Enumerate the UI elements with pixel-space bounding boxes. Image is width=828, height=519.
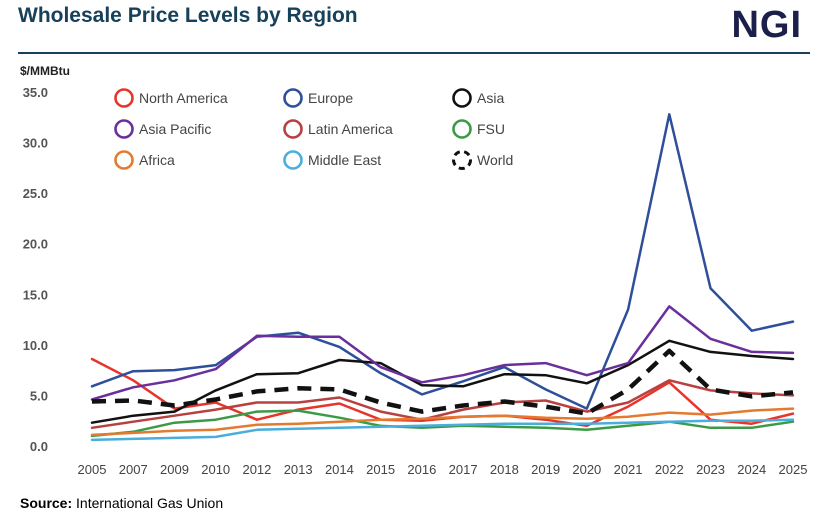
series-line-middle-east bbox=[90, 418, 795, 442]
legend-label: Asia Pacific bbox=[139, 121, 211, 137]
x-tick-label: 2015 bbox=[366, 462, 395, 477]
series-line-asia-pacific bbox=[90, 305, 795, 401]
legend-label: World bbox=[477, 152, 513, 168]
title-divider bbox=[18, 52, 810, 54]
series-line-africa bbox=[90, 407, 795, 437]
y-tick-label: 35.0 bbox=[23, 85, 48, 100]
legend-label: Middle East bbox=[308, 152, 381, 168]
series-line-asia bbox=[90, 339, 795, 424]
legend-marker-icon bbox=[452, 88, 472, 108]
x-tick-label: 2010 bbox=[201, 462, 230, 477]
x-tick-label: 2014 bbox=[325, 462, 354, 477]
legend-label: North America bbox=[139, 90, 228, 106]
chart-title: Wholesale Price Levels by Region bbox=[18, 4, 358, 27]
y-tick-label: 30.0 bbox=[23, 136, 48, 151]
legend-marker-icon bbox=[452, 150, 472, 170]
legend-label: Europe bbox=[308, 90, 353, 106]
x-tick-label: 2013 bbox=[284, 462, 313, 477]
y-axis-unit-label: $/MMBtu bbox=[20, 64, 70, 78]
x-tick-label: 2025 bbox=[779, 462, 808, 477]
x-tick-label: 2016 bbox=[407, 462, 436, 477]
x-tick-label: 2023 bbox=[696, 462, 725, 477]
y-tick-label: 25.0 bbox=[23, 186, 48, 201]
source-text: International Gas Union bbox=[76, 495, 224, 511]
x-tick-label: 2012 bbox=[242, 462, 271, 477]
x-tick-label: 2009 bbox=[160, 462, 189, 477]
y-tick-label: 5.0 bbox=[30, 388, 48, 403]
legend-label: Asia bbox=[477, 90, 504, 106]
y-tick-label: 20.0 bbox=[23, 237, 48, 252]
legend-label: Latin America bbox=[308, 121, 393, 137]
legend-marker-icon bbox=[452, 119, 472, 139]
y-tick-label: 0.0 bbox=[30, 439, 48, 454]
legend-marker-icon bbox=[283, 150, 303, 170]
legend-marker-icon bbox=[283, 119, 303, 139]
x-tick-label: 2024 bbox=[737, 462, 766, 477]
x-tick-label: 2018 bbox=[490, 462, 519, 477]
legend-label: FSU bbox=[477, 121, 505, 137]
series-line-europe bbox=[90, 113, 795, 410]
y-tick-label: 15.0 bbox=[23, 287, 48, 302]
legend-label: Africa bbox=[139, 152, 175, 168]
legend-marker-icon bbox=[283, 88, 303, 108]
x-tick-label: 2020 bbox=[572, 462, 601, 477]
source-note: Source: International Gas Union bbox=[20, 495, 223, 511]
legend-marker-icon bbox=[114, 150, 134, 170]
x-tick-label: 2005 bbox=[78, 462, 107, 477]
ngi-logo: NGI bbox=[731, 4, 802, 46]
legend-marker-icon bbox=[114, 88, 134, 108]
series-line-world bbox=[91, 348, 794, 416]
x-tick-label: 2007 bbox=[119, 462, 148, 477]
x-tick-label: 2022 bbox=[655, 462, 684, 477]
x-tick-label: 2019 bbox=[531, 462, 560, 477]
x-tick-label: 2021 bbox=[614, 462, 643, 477]
y-tick-label: 10.0 bbox=[23, 338, 48, 353]
x-tick-label: 2017 bbox=[449, 462, 478, 477]
source-label: Source: bbox=[20, 495, 73, 511]
series-line-latin-america bbox=[90, 379, 795, 430]
legend-marker-icon bbox=[114, 119, 134, 139]
